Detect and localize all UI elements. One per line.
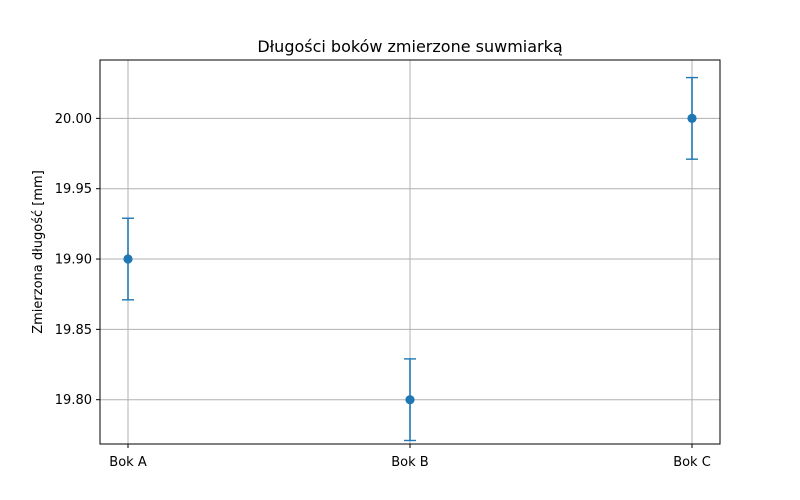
x-tick-label: Bok A [109, 455, 147, 470]
data-point [123, 254, 133, 264]
axis-ticks: 19.80 19.85 19.90 19.95 20.00 Bok A Bok B Bok C [55, 112, 711, 470]
x-tick-label: Bok B [391, 455, 428, 470]
y-tick-label: 20.00 [55, 112, 92, 127]
y-axis-label: Zmierzona długość [mm] [31, 170, 46, 334]
y-tick-label: 19.85 [55, 323, 92, 338]
data-point [687, 113, 697, 123]
data-series [122, 76, 698, 442]
data-point [405, 395, 415, 405]
x-tick-label: Bok C [673, 455, 711, 470]
y-tick-label: 19.80 [55, 393, 92, 408]
y-tick-label: 19.95 [55, 182, 92, 197]
chart-title: Długości boków zmierzone suwmiarką [257, 37, 562, 56]
y-tick-label: 19.90 [55, 253, 92, 268]
